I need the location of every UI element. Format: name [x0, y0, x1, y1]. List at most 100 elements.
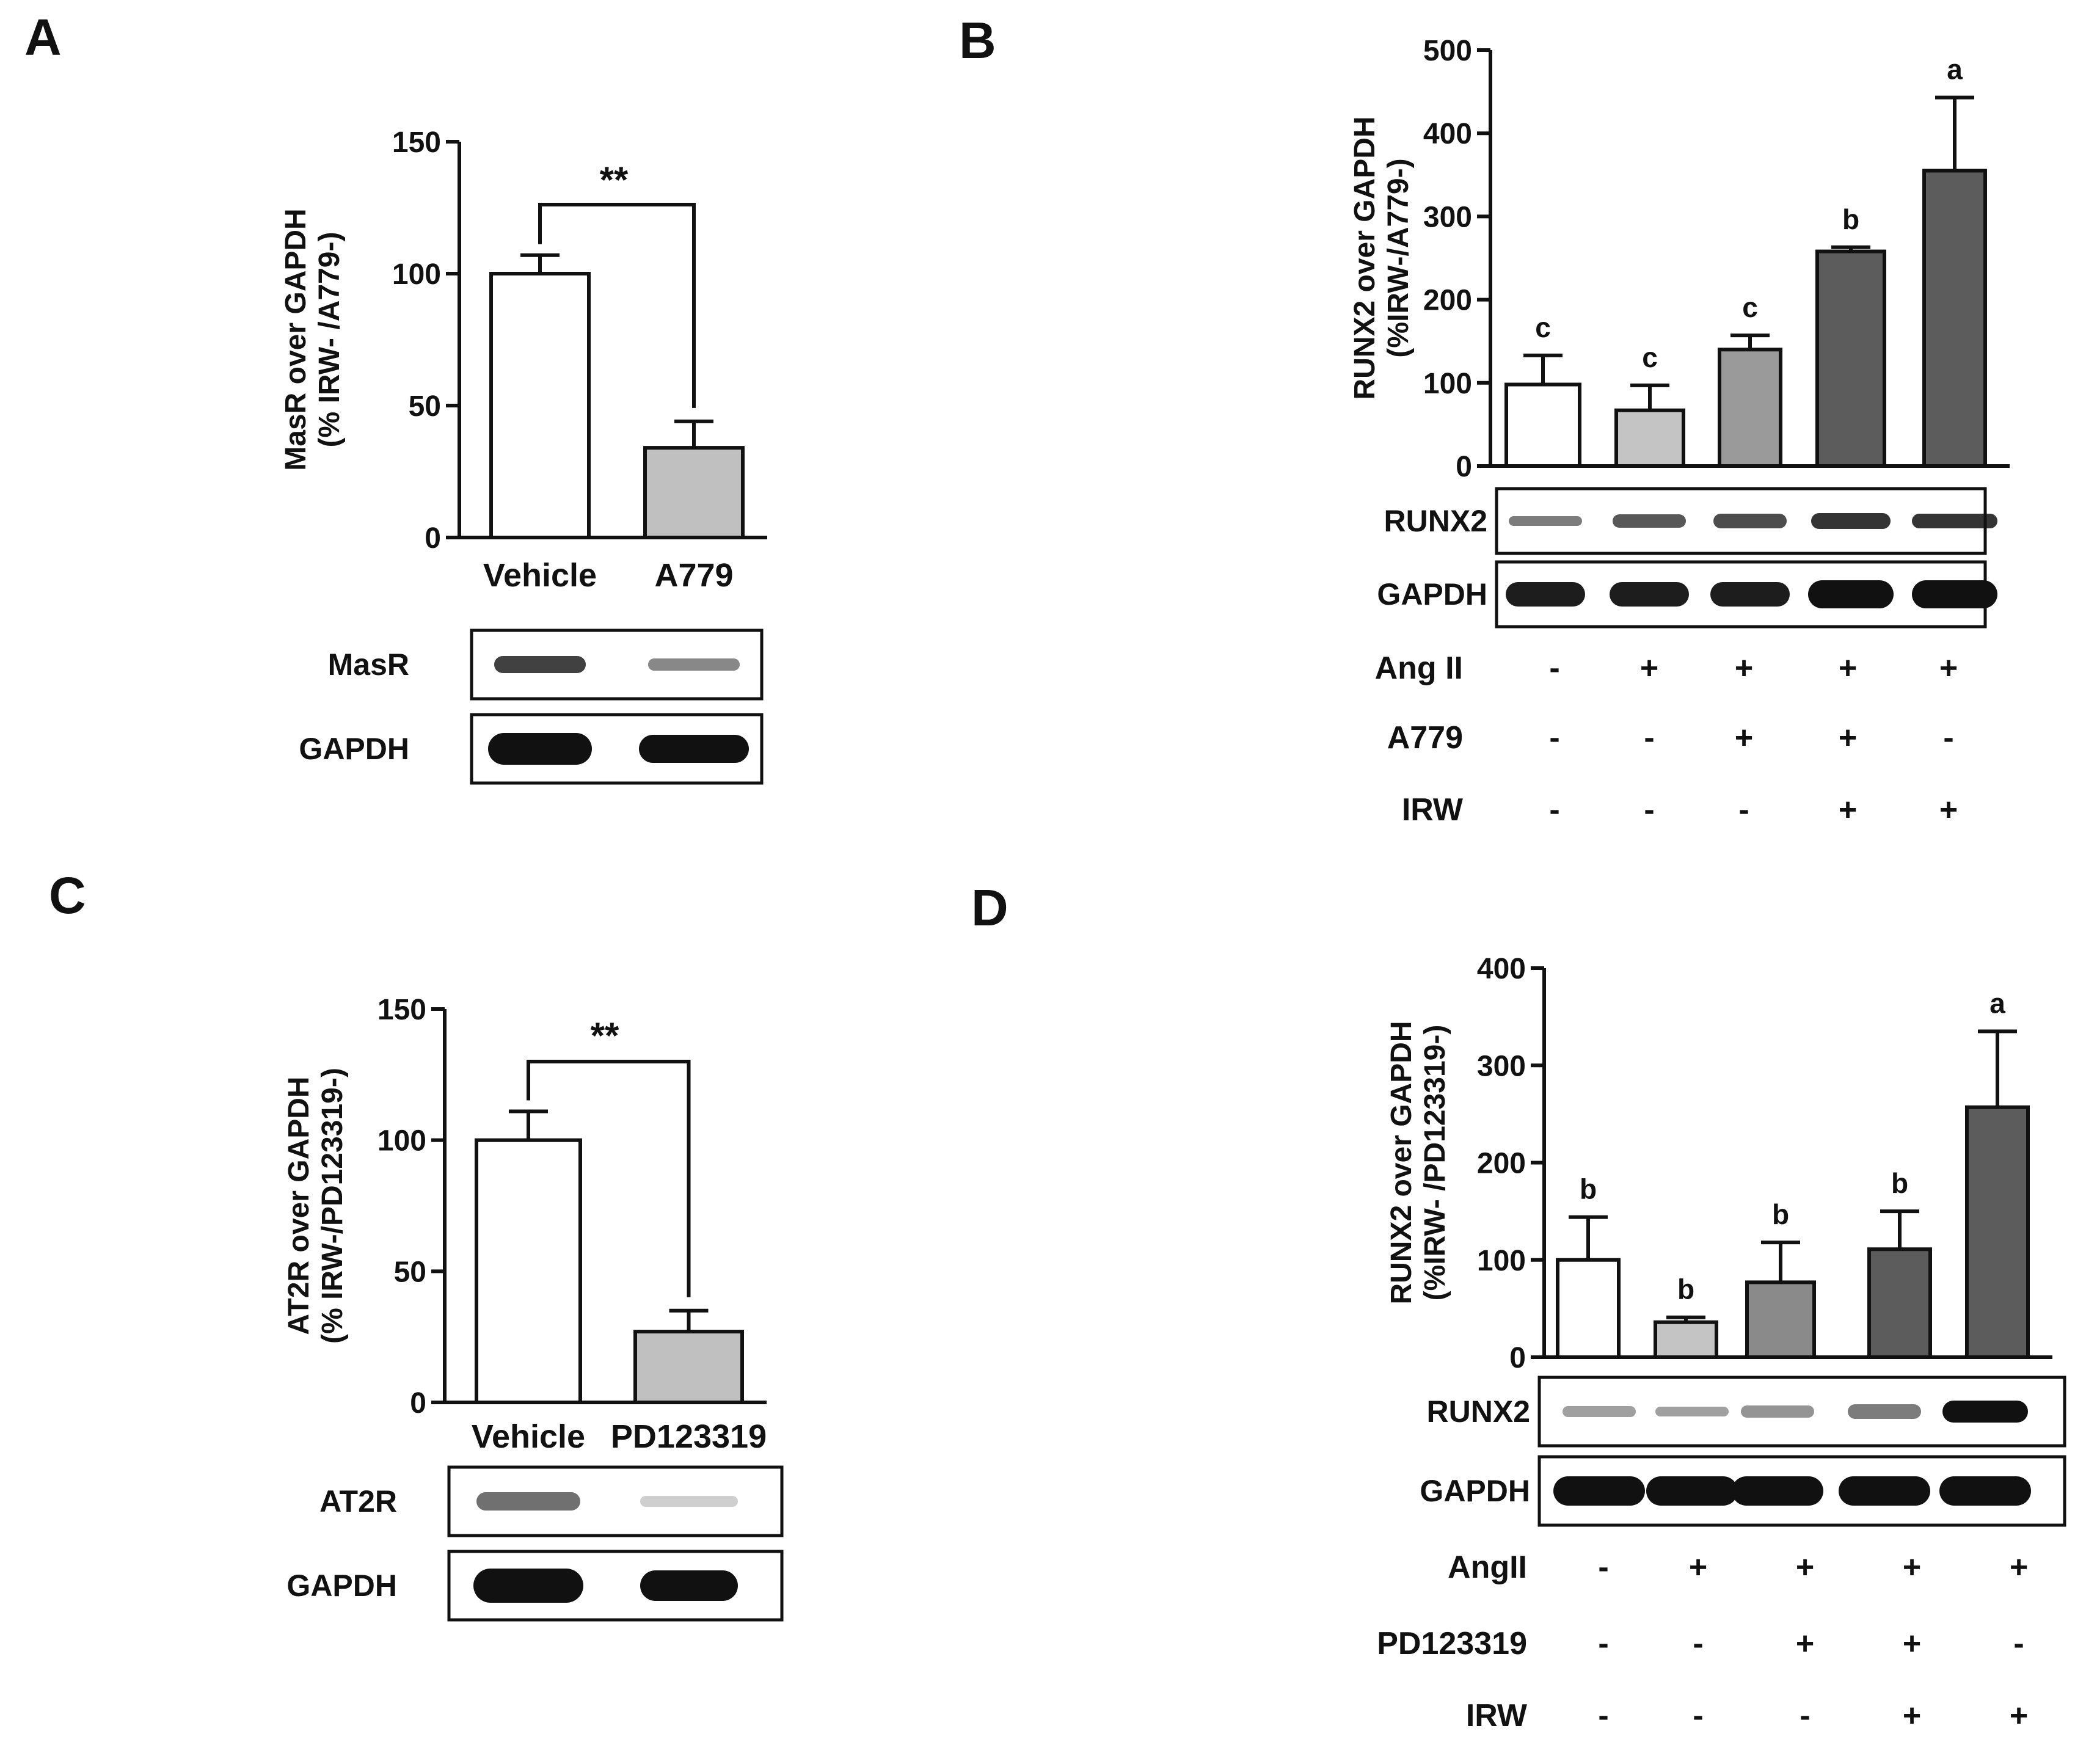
condition-sign: -: [1738, 792, 1749, 828]
bar: [1867, 1247, 1932, 1360]
blot-band: [1912, 514, 1997, 528]
bar: [1614, 408, 1685, 468]
bar: [1556, 1258, 1621, 1359]
condition-sign: +: [1796, 1550, 1814, 1585]
y-tick-label: 100: [1477, 1245, 1526, 1277]
condition-sign: -: [1549, 792, 1559, 828]
y-axis-label: RUNX2 over GAPDH: [1349, 116, 1381, 399]
blot-band: [476, 1492, 580, 1511]
blot-band: [648, 658, 740, 671]
y-tick-label: 500: [1423, 35, 1472, 67]
blot-band: [488, 733, 592, 765]
significance-letter: b: [1772, 1198, 1789, 1230]
condition-label: AngII: [1448, 1550, 1527, 1585]
panel-c: C 0 50 100 150 AT2R over GAPDH (% IRW-/PD12331…: [49, 867, 784, 1622]
y-tick-label: 200: [1423, 285, 1472, 317]
significance-letter: b: [1677, 1274, 1694, 1305]
y-axis-label: (% IRW- /A779-): [313, 232, 346, 448]
condition-sign: -: [1693, 1698, 1703, 1733]
condition-sign: +: [2010, 1550, 2028, 1585]
y-tick-label: 150: [392, 126, 441, 159]
bar: [1654, 1320, 1718, 1359]
category-label: A779: [654, 557, 733, 594]
significance-letter: c: [1742, 291, 1758, 323]
y-tick-label: 200: [1477, 1148, 1526, 1180]
significance-letter: a: [1947, 54, 1963, 86]
y-tick-label: 0: [1456, 451, 1472, 483]
blot-band: [640, 1570, 738, 1601]
bar: [489, 272, 591, 539]
condition-sign: -: [1800, 1698, 1810, 1733]
condition-sign: -: [1943, 720, 1953, 756]
panel-label: B: [959, 12, 996, 69]
condition-sign: +: [1735, 651, 1753, 686]
condition-label: PD123319: [1377, 1626, 1527, 1661]
bar: [633, 1330, 744, 1405]
bar: [1922, 169, 1987, 468]
blot-label: MasR: [328, 647, 409, 682]
significance-marker: **: [600, 159, 629, 200]
condition-sign: +: [1640, 651, 1658, 686]
category-label: PD123319: [611, 1418, 767, 1455]
y-tick-label: 300: [1423, 201, 1472, 233]
y-axis-label: (% IRW-/PD123319-): [316, 1068, 349, 1344]
blot-band: [1811, 513, 1891, 529]
bar: [1504, 382, 1581, 468]
y-axis-label: (%IRW-/A779-): [1382, 158, 1415, 357]
blot-band: [1710, 582, 1790, 607]
y-tick-label: 100: [1423, 368, 1472, 400]
y-tick-label: 0: [1509, 1342, 1526, 1374]
panel-a: A 0 50 100 150 MasR over GAPDH (% IRW- /A779-)…: [24, 9, 767, 785]
blot-label: GAPDH: [1420, 1474, 1530, 1508]
condition-sign: -: [1693, 1626, 1703, 1661]
condition-sign: -: [1598, 1626, 1608, 1661]
significance-marker: **: [591, 1015, 619, 1056]
y-tick-label: 0: [410, 1387, 426, 1420]
y-tick-label: 0: [425, 522, 441, 555]
bar: [643, 446, 745, 539]
y-axis-label: (%IRW- /PD123319-): [1419, 1025, 1451, 1301]
condition-sign: -: [1644, 720, 1654, 756]
y-tick-label: 400: [1477, 953, 1526, 985]
category-label: Vehicle: [472, 1418, 585, 1455]
significance-letter: b: [1580, 1173, 1597, 1205]
blot-band: [1646, 1476, 1738, 1506]
blot-band: [1839, 1476, 1930, 1506]
panel-b: B 0 100 200 300 400 500 RUNX2 over GAPDH (%IRW-/…: [959, 12, 2010, 828]
y-tick-label: 50: [394, 1256, 426, 1288]
bar: [1745, 1280, 1816, 1359]
condition-sign: +: [2010, 1698, 2028, 1733]
y-tick-label: 300: [1477, 1050, 1526, 1082]
blot-band: [1563, 1406, 1636, 1417]
blot-band: [1713, 514, 1787, 528]
panel-label: D: [971, 879, 1008, 936]
y-tick-label: 100: [377, 1125, 426, 1157]
significance-letter: c: [1535, 312, 1551, 343]
y-tick-label: 100: [392, 258, 441, 291]
condition-sign: -: [1549, 651, 1559, 686]
condition-sign: +: [1735, 720, 1753, 756]
condition-sign: +: [1939, 792, 1958, 828]
condition-sign: +: [1796, 1626, 1814, 1661]
blot-band: [1732, 1476, 1823, 1506]
bar: [1965, 1105, 2030, 1360]
category-label: Vehicle: [483, 557, 597, 594]
blot-box: [447, 1465, 784, 1537]
significance-letter: c: [1642, 341, 1658, 373]
condition-label: A779: [1387, 720, 1463, 756]
blot-label: GAPDH: [299, 732, 409, 766]
condition-label: Ang II: [1375, 651, 1463, 686]
significance-bracket: [527, 1060, 691, 1297]
significance-letter: b: [1891, 1167, 1908, 1199]
blot-band: [640, 1496, 738, 1507]
significance-letter: a: [1989, 988, 2005, 1019]
blot-band: [1939, 1476, 2031, 1506]
y-axis-label: MasR over GAPDH: [280, 208, 312, 470]
blot-label: RUNX2: [1384, 504, 1487, 538]
blot-label: RUNX2: [1427, 1394, 1530, 1429]
condition-sign: -: [1598, 1550, 1608, 1585]
bar: [475, 1138, 582, 1404]
condition-sign: +: [1903, 1550, 1921, 1585]
blot-band: [1808, 580, 1894, 608]
panel-label: C: [49, 867, 86, 924]
